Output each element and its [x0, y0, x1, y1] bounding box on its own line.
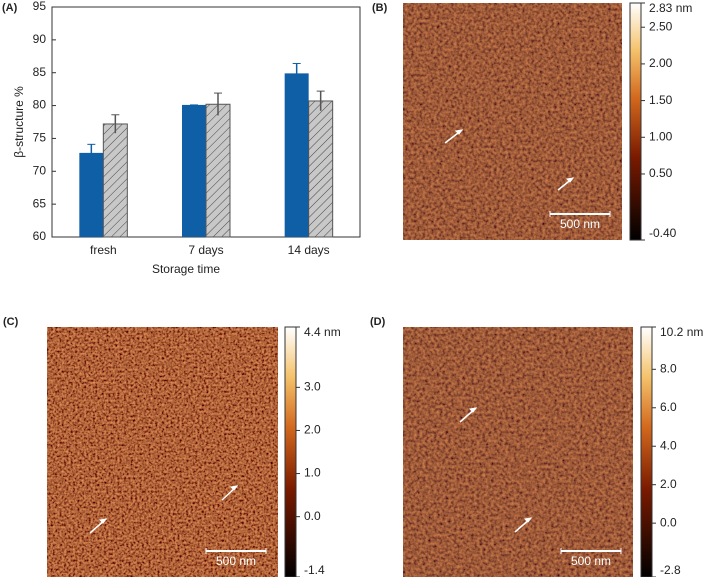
y-axis-label: β-structure % [12, 86, 26, 158]
y-tick-label: 70 [33, 163, 47, 177]
afm-image [403, 3, 622, 240]
bar [284, 73, 309, 237]
colorbar-tick-label: 1.0 [304, 466, 321, 480]
colorbar-tick-label: -1.4 [304, 563, 325, 577]
bar [205, 103, 231, 238]
x-tick-label: 14 days [288, 243, 330, 257]
colorbar-tick-label: 1.50 [649, 93, 673, 107]
colorbar-tick-label: -0.40 [649, 226, 677, 240]
panel-label: (D) [370, 316, 386, 328]
y-tick-label: 90 [33, 32, 47, 46]
bar [102, 123, 128, 238]
colorbar-tick-label: 2.0 [660, 477, 677, 491]
afm-image [403, 327, 633, 577]
arrow-head [468, 407, 478, 413]
colorbar [640, 326, 653, 577]
colorbar-tick-label: 2.50 [649, 19, 673, 33]
arrow-head [229, 485, 239, 491]
colorbar-tick-label: 1.00 [649, 129, 673, 143]
arrow-head [565, 177, 575, 183]
arrow-head [98, 518, 108, 524]
colorbar [629, 2, 642, 241]
panel-label: (C) [3, 316, 19, 328]
arrow-head [523, 517, 533, 523]
colorbar-tick-label: 3.0 [304, 380, 321, 394]
x-axis-label: Storage time [152, 262, 220, 276]
afm-image [47, 327, 278, 577]
afm-images: (B) 500 nm 2.83 nm 2.50 2.00 1.50 1.00 0.50 -0.4… [3, 1, 703, 577]
colorbar-tick-label: 10.2 nm [660, 325, 703, 339]
x-tick-label: 7 days [188, 243, 223, 257]
colorbar-tick-label: 0.50 [649, 166, 673, 180]
colorbar-tick-label: 2.83 nm [649, 1, 692, 15]
bar [182, 104, 206, 238]
scale-bar-label: 500 nm [571, 554, 611, 568]
colorbar-tick-label: 4.4 nm [304, 325, 341, 339]
colorbar [284, 326, 297, 577]
colorbar-tick-label: -2.8 [660, 563, 681, 577]
colorbar-tick-label: 2.0 [304, 423, 321, 437]
colorbar-tick-label: 0.0 [304, 509, 321, 523]
scale-bar-label: 500 nm [560, 217, 600, 231]
panel-label: (A) [2, 2, 18, 14]
panel-label: (B) [372, 2, 388, 14]
y-tick-label: 95 [33, 0, 47, 13]
y-tick-label: 75 [33, 131, 47, 145]
bar [79, 152, 104, 237]
bar-panel: (A) Storage time β-structure % [2, 2, 220, 276]
colorbar-tick-label: 6.0 [660, 400, 677, 414]
y-tick-label: 65 [33, 196, 47, 210]
bar [308, 100, 334, 238]
arrow-head [454, 129, 464, 135]
colorbar-tick-label: 8.0 [660, 361, 677, 375]
y-tick-label: 80 [33, 98, 47, 112]
x-tick-label: fresh [90, 243, 117, 257]
scale-bar-label: 500 nm [216, 554, 256, 568]
colorbar-tick-label: 2.00 [649, 56, 673, 70]
colorbar-tick-label: 4.0 [660, 438, 677, 452]
y-tick-label: 60 [33, 229, 47, 243]
y-tick-label: 85 [33, 65, 47, 79]
colorbar-tick-label: 0.0 [660, 515, 677, 529]
